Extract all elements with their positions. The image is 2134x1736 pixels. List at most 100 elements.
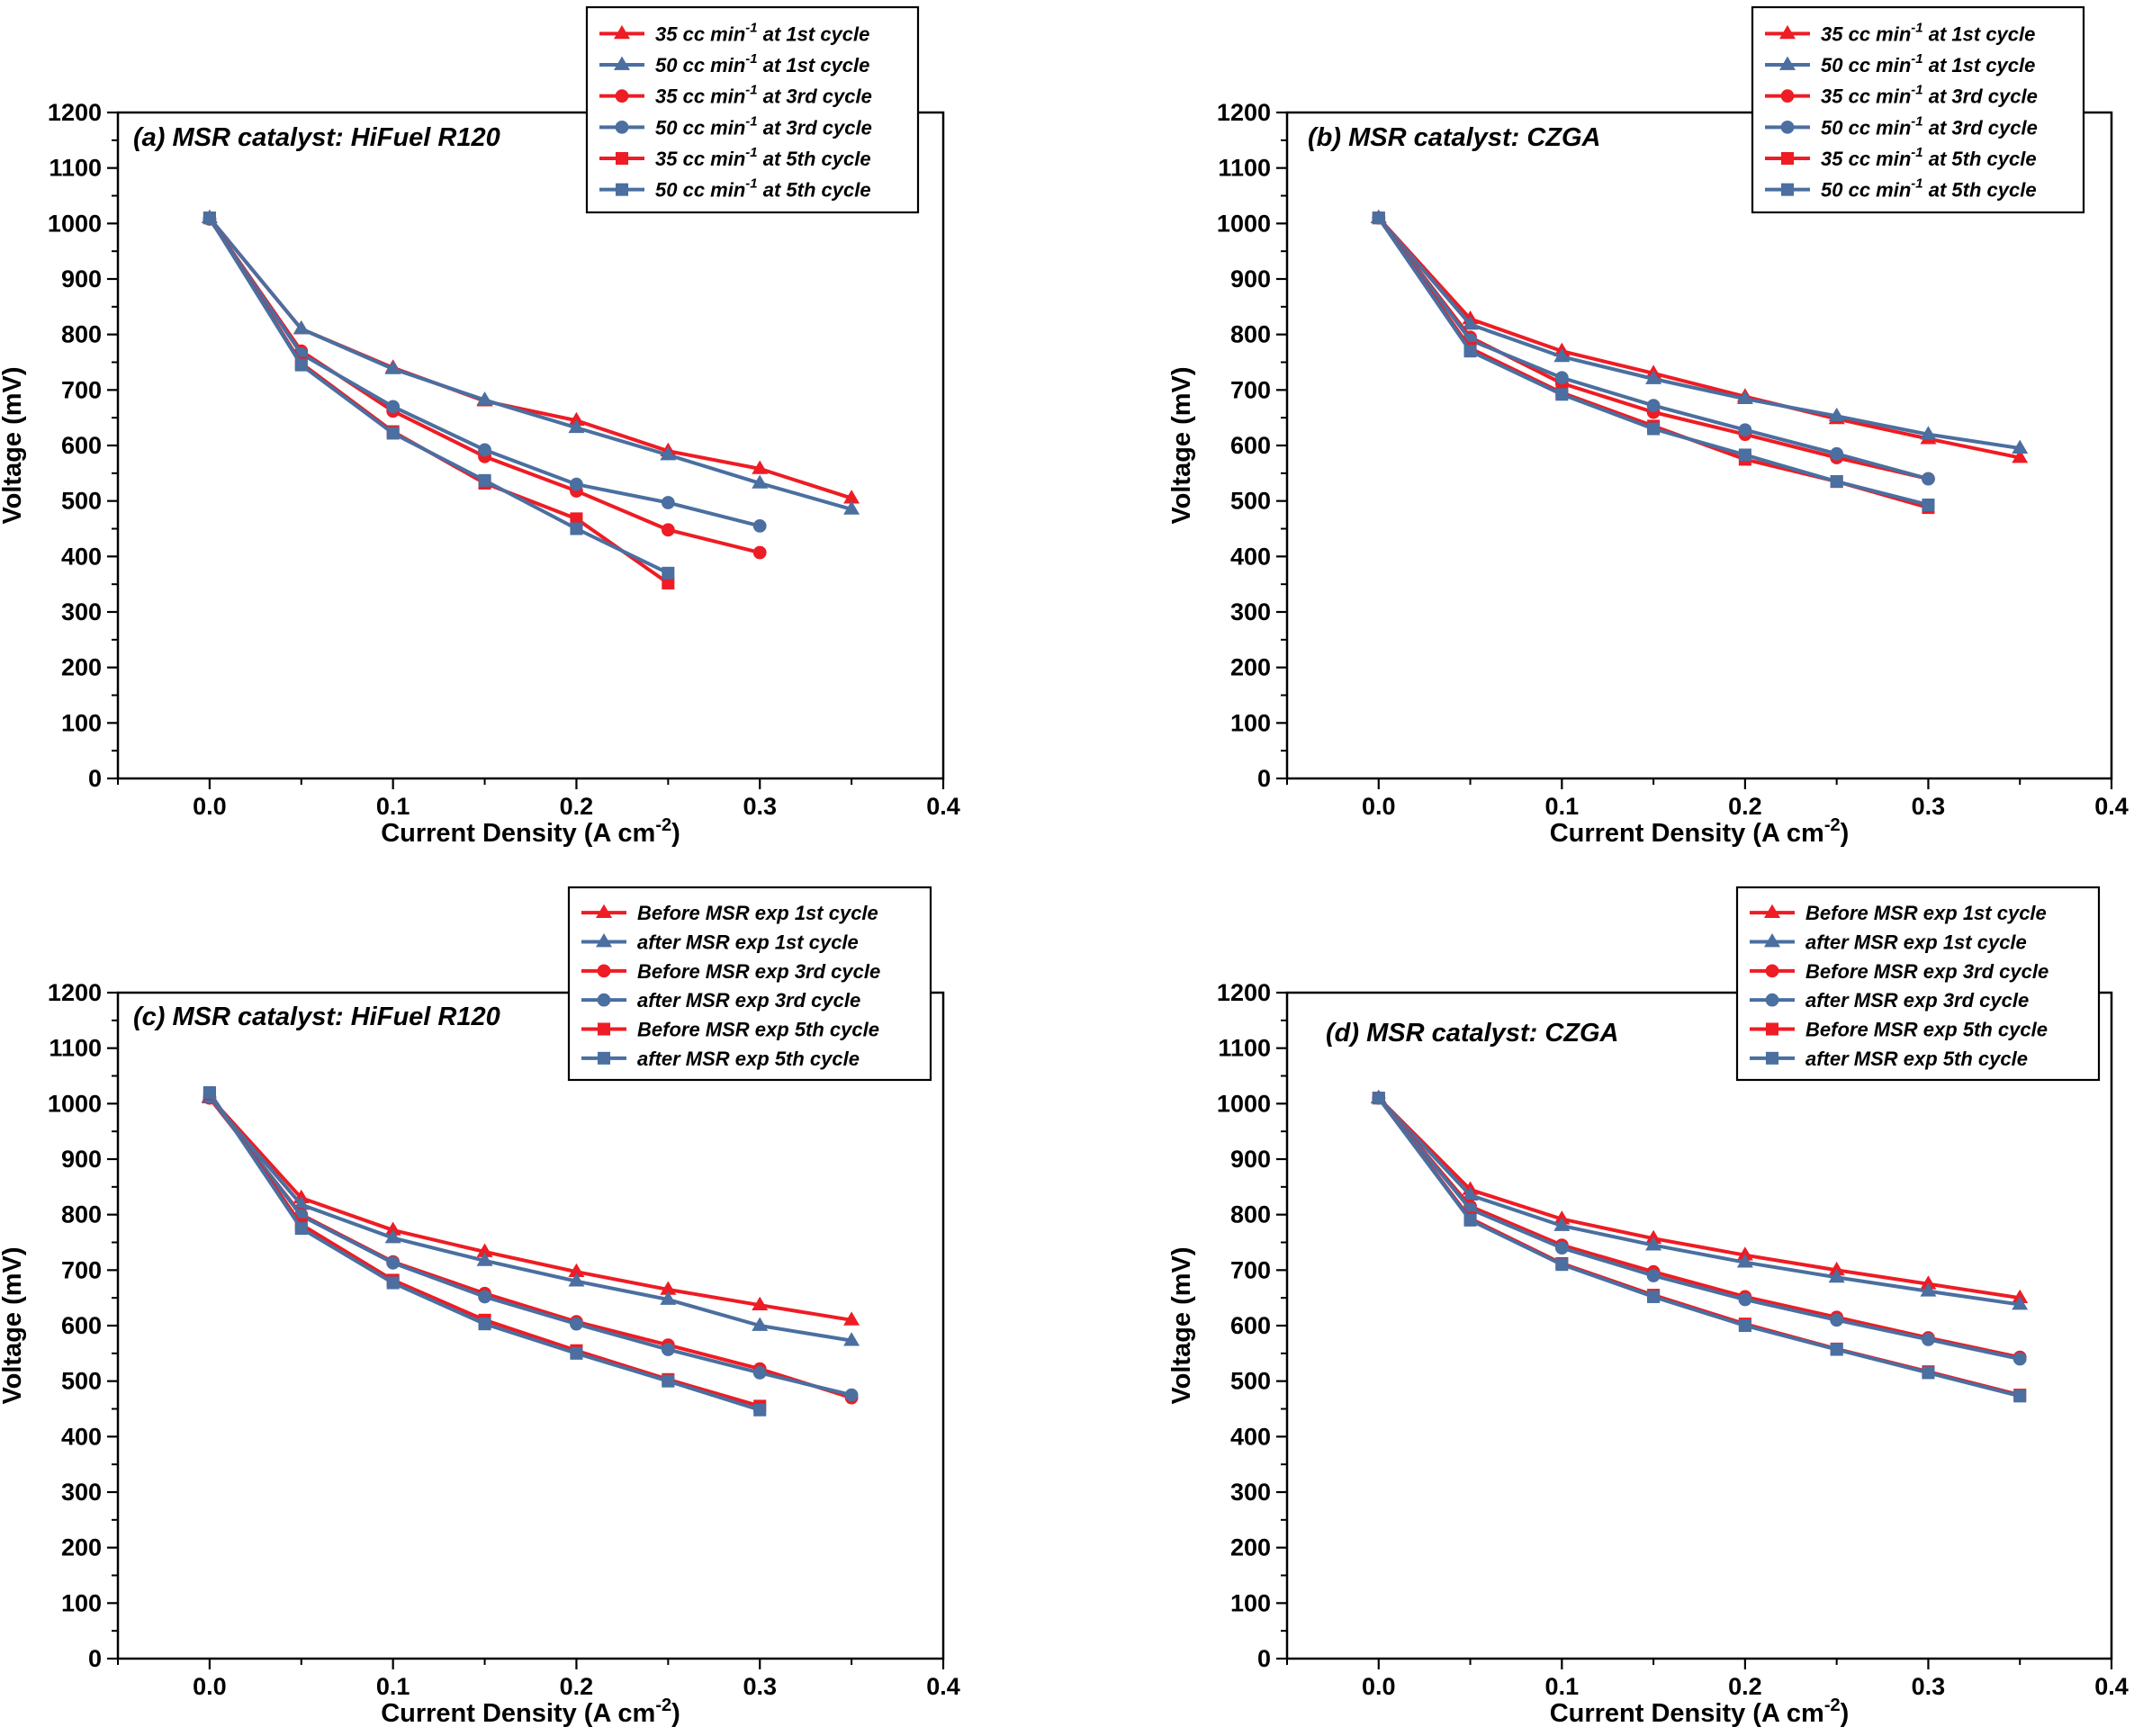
data-point — [1920, 1282, 1937, 1297]
data-point — [662, 1374, 675, 1388]
data-point — [1736, 1254, 1753, 1268]
plot-frame — [1285, 991, 2113, 1660]
legend-label: Before MSR exp 5th cycle — [1805, 1019, 2048, 1041]
legend-item: 50 cc min-1 at 3rd cycle — [599, 113, 872, 139]
series-3 — [1372, 1091, 2027, 1364]
legend-label: 35 cc min-1 at 3rd cycle — [655, 83, 872, 108]
legend-label: Before MSR exp 3rd cycle — [1805, 960, 2048, 983]
x-tick-label: 0.0 — [193, 1673, 227, 1700]
data-point — [2012, 1352, 2027, 1366]
series-4 — [203, 1090, 859, 1402]
legend-item: 35 cc min-1 at 5th cycle — [599, 145, 871, 170]
data-point — [2013, 1390, 2027, 1403]
chart-panel-d: 0 100 200 300 400 500 600 700 800 900 1000 1100 1200… — [1167, 886, 2129, 1728]
data-point — [1830, 446, 1844, 461]
x-tick-label: 0.2 — [1728, 1673, 1762, 1700]
legend-item: 50 cc min-1 at 5th cycle — [1765, 176, 2037, 202]
y-tick-label: 100 — [61, 1589, 102, 1616]
data-point — [752, 1366, 767, 1380]
legend-item: after MSR exp 1st cycle — [581, 931, 859, 954]
data-point — [568, 418, 585, 434]
chart-title: (d) MSR catalyst: CZGA — [1326, 1019, 1618, 1048]
legend-marker — [1779, 24, 1796, 40]
series-line — [1377, 1096, 2021, 1361]
chart-title: (c) MSR catalyst: HiFuel R120 — [133, 1003, 500, 1031]
y-tick-label: 500 — [61, 488, 102, 515]
legend-label: Before MSR exp 5th cycle — [637, 1019, 879, 1041]
data-point — [1645, 370, 1662, 384]
series-6 — [203, 211, 675, 580]
legend-label: 35 cc min-1 at 1st cycle — [655, 20, 869, 45]
data-point — [660, 446, 677, 461]
legend-item: after MSR exp 3rd cycle — [1750, 989, 2029, 1012]
y-axis-label: Voltage (mV) — [0, 366, 27, 524]
legend-label: after MSR exp 5th cycle — [1805, 1048, 2028, 1070]
y-tick-label: 600 — [1230, 1312, 1271, 1339]
series-line — [1377, 217, 1929, 509]
legend-marker — [615, 89, 629, 103]
legend-label: 50 cc min-1 at 1st cycle — [655, 51, 869, 76]
x-tick-label: 0.2 — [560, 793, 594, 820]
data-point — [843, 1311, 860, 1326]
data-point — [844, 1388, 859, 1402]
x-axis-label: Current Density (A cm-2) — [1550, 815, 1850, 848]
x-tick-label: 0.3 — [1912, 793, 1946, 820]
legend-label: 35 cc min-1 at 5th cycle — [655, 145, 871, 170]
legend-item: 35 cc min-1 at 3rd cycle — [1765, 83, 2038, 108]
legend-label: 50 cc min-1 at 1st cycle — [1821, 51, 2035, 76]
series-line — [208, 216, 852, 511]
y-tick-label: 400 — [1230, 1423, 1271, 1450]
x-tick-label: 0.3 — [743, 793, 777, 820]
series-3 — [1372, 211, 1935, 486]
y-tick-label: 1200 — [48, 979, 102, 1006]
data-point — [1828, 1268, 1845, 1283]
data-point — [662, 576, 675, 589]
legend-label: Before MSR exp 1st cycle — [1805, 902, 2047, 924]
y-tick-label: 300 — [1230, 598, 1271, 625]
series-2 — [1370, 1089, 2029, 1310]
legend-item: 35 cc min-1 at 1st cycle — [1765, 20, 2035, 45]
legend: Before MSR exp 1st cycle after MSR exp 1s… — [567, 886, 932, 1082]
data-point — [1647, 1290, 1661, 1303]
y-tick-label: 0 — [1257, 1645, 1271, 1672]
legend-marker — [1765, 1022, 1779, 1036]
data-point — [843, 490, 860, 504]
series-2 — [1370, 209, 2029, 454]
y-tick-label: 700 — [1230, 376, 1271, 403]
x-tick-label: 0.3 — [1912, 1673, 1946, 1700]
data-point — [1922, 472, 1935, 486]
data-point — [1738, 423, 1752, 437]
data-point — [661, 523, 675, 537]
legend-label: after MSR exp 1st cycle — [1805, 931, 2027, 954]
legend-item: Before MSR exp 5th cycle — [581, 1019, 879, 1041]
legend-marker — [1765, 1051, 1779, 1065]
legend-item: 50 cc min-1 at 1st cycle — [1765, 51, 2035, 76]
series-line — [208, 1095, 852, 1398]
y-tick-label: 300 — [61, 1479, 102, 1506]
data-point — [843, 1332, 860, 1346]
data-point — [294, 1222, 308, 1236]
legend-item: 50 cc min-1 at 1st cycle — [599, 51, 869, 76]
legend-box — [585, 5, 920, 214]
legend-label: Before MSR exp 3rd cycle — [637, 960, 880, 983]
legend: Before MSR exp 1st cycle after MSR exp 1s… — [1735, 886, 2101, 1082]
series-line — [1377, 1096, 2021, 1399]
data-point — [570, 522, 583, 535]
legend-label: after MSR exp 5th cycle — [637, 1048, 860, 1070]
legend-item: after MSR exp 5th cycle — [1750, 1048, 2028, 1070]
y-tick-label: 500 — [61, 1368, 102, 1395]
legend-marker — [1780, 183, 1795, 196]
y-tick-label: 1100 — [1218, 1035, 1271, 1062]
chart-panel-b: 0 100 200 300 400 500 600 700 800 900 1000 1100 1200… — [1167, 5, 2129, 848]
y-tick-label: 900 — [1230, 1146, 1271, 1173]
data-point — [662, 566, 675, 580]
legend-item: Before MSR exp 3rd cycle — [1750, 960, 2048, 983]
series-line — [208, 1096, 852, 1400]
legend-marker — [1765, 964, 1779, 978]
legend-marker — [597, 1022, 611, 1036]
x-axis-label: Current Density (A cm-2) — [381, 1696, 680, 1728]
y-tick-label: 600 — [61, 432, 102, 459]
legend-label: 35 cc min-1 at 1st cycle — [1821, 20, 2035, 45]
series-3 — [203, 1091, 859, 1405]
data-point — [1830, 1313, 1844, 1327]
